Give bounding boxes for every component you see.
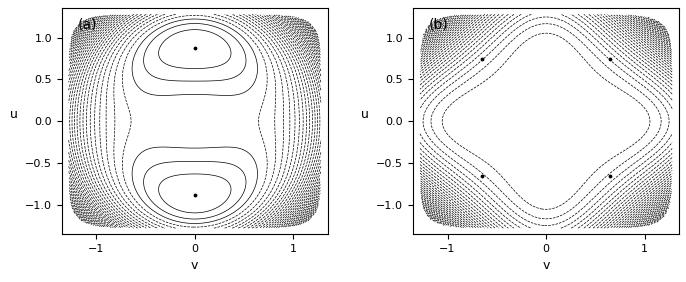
X-axis label: v: v — [191, 259, 198, 272]
Text: (a): (a) — [78, 17, 97, 32]
X-axis label: v: v — [543, 259, 549, 272]
Y-axis label: u: u — [10, 108, 18, 121]
Y-axis label: u: u — [362, 108, 369, 121]
Text: (b): (b) — [429, 17, 449, 32]
